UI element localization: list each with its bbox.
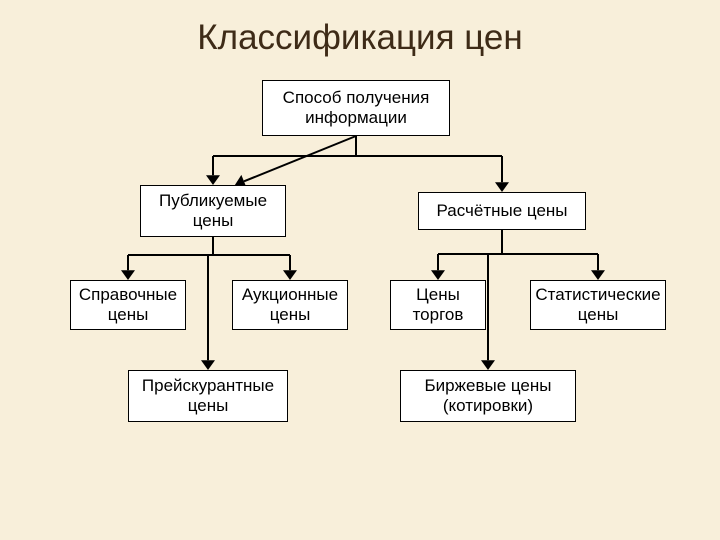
node-leaf1: Справочные цены [70, 280, 186, 330]
node-leaf6: Биржевые цены (котировки) [400, 370, 576, 422]
node-root: Способ получения информации [262, 80, 450, 136]
slide-title: Классификация цен [0, 18, 720, 58]
node-leaf5: Прейскурантные цены [128, 370, 288, 422]
node-lvl1a: Публикуемые цены [140, 185, 286, 237]
node-leaf3: Цены торгов [390, 280, 486, 330]
node-lvl1b: Расчётные цены [418, 192, 586, 230]
node-leaf2: Аукционные цены [232, 280, 348, 330]
node-leaf4: Статистические цены [530, 280, 666, 330]
